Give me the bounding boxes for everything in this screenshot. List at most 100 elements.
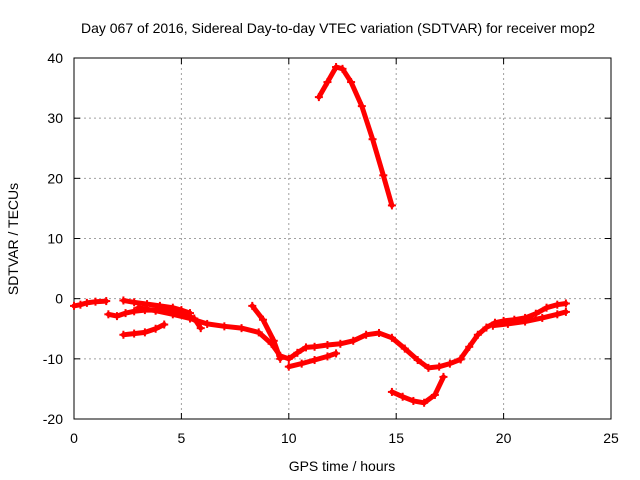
data-point (130, 298, 139, 307)
data-point (151, 324, 160, 333)
data-point (482, 323, 491, 332)
data-point (160, 320, 169, 329)
data-point (248, 301, 257, 310)
data-point (349, 336, 358, 345)
x-tick-label: 15 (388, 430, 404, 446)
data-point (413, 356, 422, 365)
data-point (338, 64, 347, 73)
data-point (357, 102, 366, 111)
data-point (465, 342, 474, 351)
data-point (121, 309, 130, 318)
data-point (284, 362, 293, 371)
series-layer (70, 63, 570, 407)
data-point (323, 352, 332, 361)
data-point (445, 359, 454, 368)
y-tick-label: 10 (47, 231, 63, 247)
data-point (220, 322, 229, 331)
data-point (297, 359, 306, 368)
data-point (430, 390, 439, 399)
x-axis-label: GPS time / hours (289, 458, 396, 474)
data-point (332, 349, 341, 358)
data-point (531, 309, 540, 318)
data-point (553, 310, 562, 319)
data-point (119, 296, 128, 305)
data-point (553, 300, 562, 309)
grid-layer (74, 58, 611, 419)
chart-title: Day 067 of 2016, Sidereal Day-to-day VTE… (81, 20, 595, 36)
data-point (259, 315, 268, 324)
data-point (177, 306, 186, 315)
x-tick-label: 20 (496, 430, 512, 446)
data-point (473, 330, 482, 339)
y-tick-label: 30 (47, 110, 63, 126)
y-tick-label: -10 (43, 351, 63, 367)
data-point (276, 354, 285, 363)
data-point (439, 372, 448, 381)
data-point (76, 300, 85, 309)
data-point (387, 333, 396, 342)
data-point (155, 301, 164, 310)
data-point (140, 328, 149, 337)
data-point (561, 299, 570, 308)
data-point (347, 78, 356, 87)
series-arc-8 (316, 64, 395, 208)
data-point (314, 93, 323, 102)
data-point (254, 328, 263, 337)
data-point (456, 354, 465, 363)
data-point (310, 356, 319, 365)
data-point (323, 340, 332, 349)
data-point (488, 321, 497, 330)
y-tick-label: 40 (47, 50, 63, 66)
data-point (400, 344, 409, 353)
data-point (112, 312, 121, 321)
data-point (323, 78, 332, 87)
data-point (362, 330, 371, 339)
data-point (561, 307, 570, 316)
data-point (293, 348, 302, 357)
data-point (151, 306, 160, 315)
x-tick-label: 25 (603, 430, 619, 446)
data-point (185, 314, 194, 323)
data-point (310, 342, 319, 351)
data-point (284, 354, 293, 363)
data-point (336, 339, 345, 348)
data-point (134, 303, 143, 312)
data-point (269, 336, 278, 345)
data-point (435, 362, 444, 371)
y-tick-label: 20 (47, 170, 63, 186)
x-tick-label: 0 (70, 430, 78, 446)
data-point (301, 343, 310, 352)
data-point (102, 297, 111, 306)
y-axis-label: SDTVAR / TECUs (5, 183, 21, 295)
data-point (91, 297, 100, 306)
data-point (409, 396, 418, 405)
data-point (503, 319, 512, 328)
data-point (387, 387, 396, 396)
data-point (398, 392, 407, 401)
data-point (332, 63, 341, 72)
data-point (82, 298, 91, 307)
data-point (130, 329, 139, 338)
data-point (237, 324, 246, 333)
data-point (379, 171, 388, 180)
data-point (368, 135, 377, 144)
data-point (168, 310, 177, 319)
data-point (375, 328, 384, 337)
series-arc-6 (249, 303, 283, 362)
data-point (542, 303, 551, 312)
data-point (130, 307, 139, 316)
series-arc-10 (458, 301, 569, 362)
data-point (420, 398, 429, 407)
data-point (387, 201, 396, 210)
y-tick-label: -20 (43, 411, 63, 427)
x-tick-label: 10 (281, 430, 297, 446)
tick-layer: 0 5 10 15 20 25 -20 -10 0 10 20 30 40 (43, 50, 619, 446)
data-point (538, 313, 547, 322)
data-point (196, 324, 205, 333)
data-point (70, 301, 78, 310)
y-tick-label: 0 (55, 291, 63, 307)
data-point (424, 363, 433, 372)
x-tick-label: 5 (178, 430, 186, 446)
data-point (119, 330, 128, 339)
